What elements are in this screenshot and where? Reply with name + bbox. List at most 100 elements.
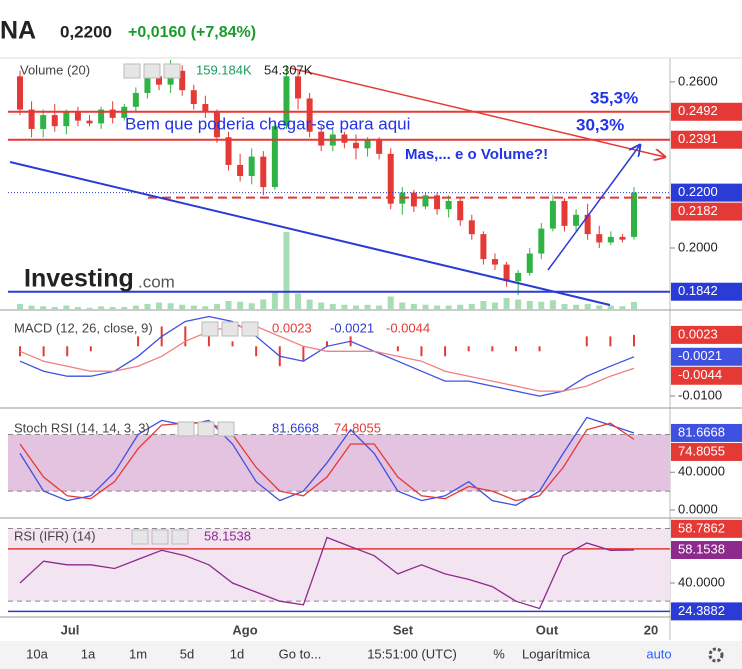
candle-body	[17, 76, 23, 110]
candle-body	[202, 104, 209, 113]
x-tick-label: Jul	[61, 622, 80, 637]
legend-icon[interactable]	[123, 63, 141, 79]
toolbar-button[interactable]: 15:51:00 (UTC)	[367, 646, 457, 661]
legend-icon[interactable]	[171, 529, 189, 545]
price-label: 0.2600	[678, 73, 718, 88]
legend-icon[interactable]	[177, 421, 195, 437]
candle-body	[491, 259, 498, 265]
band	[8, 528, 670, 602]
volume-bar	[329, 304, 336, 310]
candle-body	[283, 76, 290, 127]
x-tick-label: Set	[393, 622, 414, 637]
volume-bar	[457, 304, 464, 310]
annotation: Bem que poderia chegar-se para aqui	[125, 114, 410, 133]
price-label: 58.1538	[678, 541, 725, 556]
toolbar-button[interactable]: 5d	[180, 646, 194, 661]
volume-bar	[98, 306, 105, 310]
candle-body	[503, 264, 510, 282]
candle-body	[213, 112, 220, 138]
volume-bar	[422, 304, 429, 310]
price-label: 40.0000	[678, 464, 725, 479]
price-label: 0.2391	[678, 131, 718, 146]
legend-icon[interactable]	[143, 63, 161, 79]
toolbar-button[interactable]: 1m	[129, 646, 147, 661]
candle-body	[596, 234, 603, 243]
volume-bar	[40, 306, 47, 310]
toolbar-button[interactable]: auto	[646, 646, 671, 661]
volume-bar	[121, 307, 128, 310]
legend: RSI (IFR) (14)	[14, 528, 96, 543]
volume-bar	[318, 302, 325, 310]
volume-bar	[190, 305, 197, 310]
indicator-line	[19, 325, 635, 392]
candle-body	[468, 220, 475, 235]
legend-icon[interactable]	[131, 529, 149, 545]
volume-bar	[156, 302, 163, 310]
legend: MACD (12, 26, close, 9)	[14, 320, 153, 335]
legend-value: 74.8055	[334, 420, 381, 435]
toolbar-button[interactable]: 1a	[81, 646, 96, 661]
toolbar-button[interactable]: 1d	[230, 646, 244, 661]
legend-icon[interactable]	[197, 421, 215, 437]
volume-bar	[526, 301, 533, 310]
annotation: 35,3%	[590, 88, 638, 107]
volume-bar	[86, 307, 93, 310]
volume-bar	[109, 307, 116, 310]
legend-value: -0.0044	[386, 320, 430, 335]
candle-body	[109, 109, 116, 118]
indicator-line	[19, 421, 635, 502]
legend: Stoch RSI (14, 14, 3, 3)	[14, 420, 150, 435]
volume-bar	[167, 303, 174, 310]
volume-bar	[63, 305, 70, 310]
toolbar-button[interactable]: 10a	[26, 646, 48, 661]
candle-body	[271, 126, 278, 188]
volume-bar	[225, 301, 232, 310]
toolbar-button[interactable]: Logarítmica	[522, 646, 591, 661]
trend-line	[9, 161, 611, 306]
price-plot	[17, 60, 637, 310]
toolbar-button[interactable]: %	[493, 646, 505, 661]
candle-body	[445, 200, 452, 210]
candle-body	[98, 109, 105, 124]
candle-body	[295, 76, 302, 99]
candle-body	[190, 90, 197, 105]
candle-body	[434, 195, 441, 210]
price-label: -0.0021	[678, 348, 722, 363]
legend-icon[interactable]	[217, 421, 235, 437]
legend: Volume (20)	[20, 62, 90, 77]
toolbar-button[interactable]: Go to...	[279, 646, 322, 661]
trend-line	[289, 67, 665, 157]
volume-bar	[295, 293, 302, 310]
candle-body	[631, 192, 637, 237]
candle-body	[410, 192, 417, 207]
x-tick-label: Out	[536, 622, 559, 637]
candle-body	[318, 131, 325, 146]
candle-body	[364, 140, 371, 149]
annotation: 30,3%	[576, 115, 624, 134]
volume-bar	[260, 299, 267, 310]
volume-bar	[631, 301, 637, 310]
price-label-box	[671, 325, 742, 344]
legend-value: -0.0021	[330, 320, 374, 335]
legend-icon[interactable]	[163, 63, 181, 79]
price-label-box	[671, 540, 742, 559]
indicator-line	[19, 536, 635, 610]
price-label-box	[671, 442, 742, 461]
trend-arrow	[547, 145, 640, 271]
volume-bar	[503, 298, 510, 310]
settings-button[interactable]	[708, 647, 724, 663]
price-label-box	[671, 183, 742, 202]
candle-body	[248, 156, 255, 177]
volume-bar	[213, 304, 220, 310]
price-label-box	[671, 347, 742, 366]
price-label: -0.0044	[678, 367, 722, 382]
legend-icon[interactable]	[221, 321, 239, 337]
candle-body	[40, 115, 47, 129]
toolbar	[0, 641, 742, 669]
legend-icon[interactable]	[151, 529, 169, 545]
candle-body	[549, 200, 556, 229]
legend-icon[interactable]	[201, 321, 219, 337]
legend-icon[interactable]	[241, 321, 259, 337]
candle-body	[28, 109, 35, 129]
